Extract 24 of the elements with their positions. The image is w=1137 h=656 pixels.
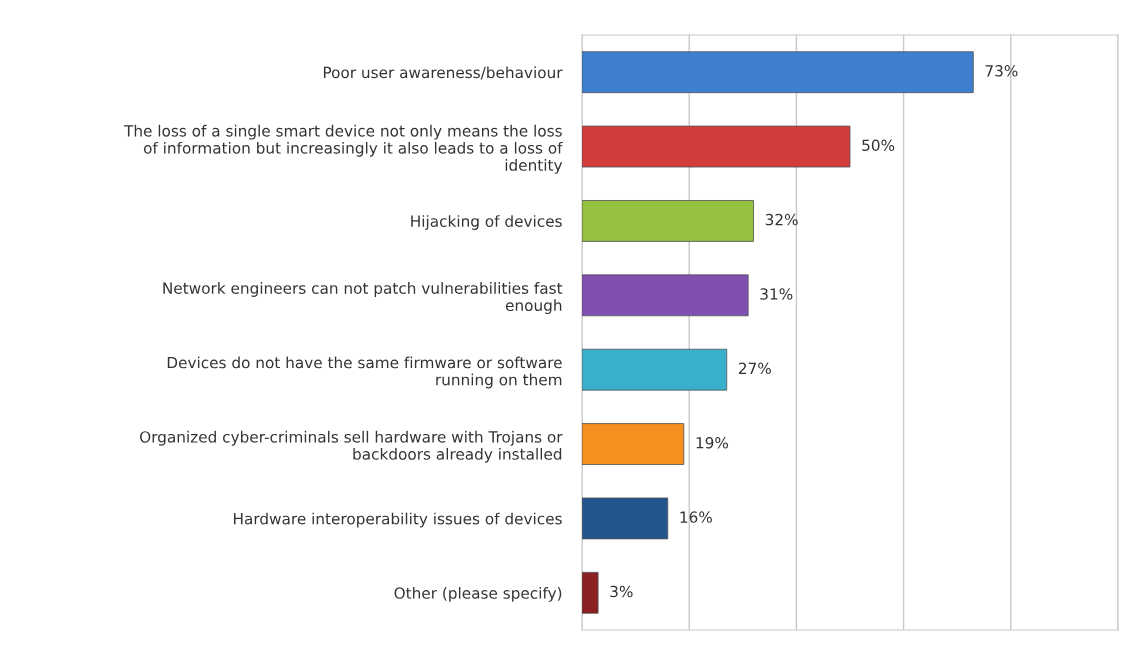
bar [582,200,754,242]
data-label: 50% [862,139,895,151]
y-tick-label: Organized cyber-criminals sell hardware with Trojans or backdoors already installed [140,430,563,463]
y-tick-label: Poor user awareness/behaviour [323,66,563,80]
bar [582,423,685,465]
bar [582,571,599,614]
bar [582,51,974,94]
data-label: 32% [765,213,798,226]
data-label: 19% [696,436,729,449]
bar [582,497,669,540]
y-tick-label: The loss of a single smart device not only means the loss of information but increasingly it also leads to a loss of identity [123,124,563,174]
y-tick-label: Hijacking of devices [411,215,562,230]
y-tick-label: Hardware interoperability issues of devices [233,512,562,528]
y-tick-label: Network engineers can not patch vulnerabilities fast enough [163,282,563,315]
data-label: 73% [985,65,1018,77]
bar [582,274,749,317]
bar [582,348,728,391]
bar [582,125,851,168]
y-tick-label: Devices do not have the same firmware or software running on them [167,356,562,389]
data-label: 31% [760,288,793,300]
data-label: 3% [610,585,633,598]
y-tick-label: Other (please specify) [394,587,562,602]
data-label: 16% [680,511,712,523]
data-label: 27% [738,362,771,375]
